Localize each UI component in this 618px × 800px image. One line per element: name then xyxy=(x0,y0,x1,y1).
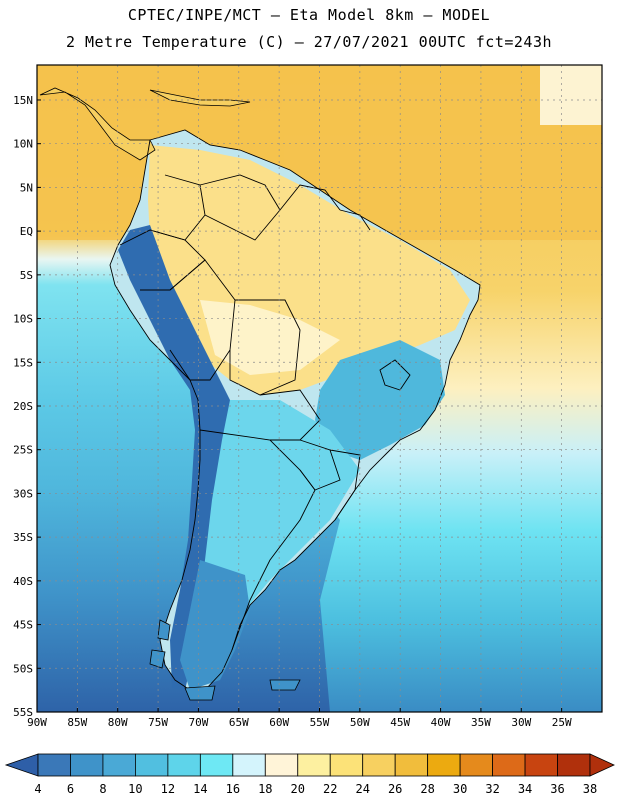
latitude-tick-label: 15S xyxy=(13,356,33,369)
graticule xyxy=(37,65,602,712)
colorbar-label: 32 xyxy=(485,782,499,796)
caribbean-islands xyxy=(149,89,251,107)
colorbar-swatch xyxy=(297,753,331,777)
latitude-tick-label: 15N xyxy=(13,94,33,107)
longitude-tick-label: 65W xyxy=(229,716,249,729)
latitude-tick-label: 55S xyxy=(13,706,33,719)
colorbar-label: 26 xyxy=(388,782,402,796)
longitude-tick-label: 25W xyxy=(552,716,572,729)
latitude-tick-label: 25S xyxy=(13,444,33,457)
latitude-tick-label: 20S xyxy=(13,400,33,413)
colorbar-label: 24 xyxy=(355,782,369,796)
colorbar-label: 20 xyxy=(291,782,305,796)
longitude-labels: 90W 85W 80W 75W 70W 65W 60W 55W 50W 45W 40W 35W 30W 2… xyxy=(27,708,572,729)
colorbar-label: 38 xyxy=(583,782,597,796)
colorbar-label: 22 xyxy=(323,782,337,796)
colorbar-swatch xyxy=(167,753,201,777)
colorbar-swatch xyxy=(232,753,266,777)
colorbar-label: 4 xyxy=(34,782,41,796)
fuegian-islands xyxy=(149,619,301,701)
colorbar-swatch xyxy=(199,753,234,777)
colorbar-label: 28 xyxy=(420,782,434,796)
longitude-tick-label: 60W xyxy=(269,716,289,729)
colorbar-label: 30 xyxy=(453,782,467,796)
latitude-tick-label: 5S xyxy=(20,269,33,282)
colorbar-swatch xyxy=(492,753,526,777)
latitude-tick-label: 45S xyxy=(13,619,33,632)
longitude-tick-label: 55W xyxy=(310,716,330,729)
latitude-tick-label: EQ xyxy=(20,225,33,238)
patagonia-cold xyxy=(180,560,250,690)
colorbar-swatch xyxy=(459,753,493,777)
colorbar-swatch xyxy=(70,753,104,777)
colorbar-label: 10 xyxy=(128,782,142,796)
colorbar-swatch xyxy=(362,753,396,777)
colorbar-swatch xyxy=(135,753,169,777)
colorbar-swatch xyxy=(264,753,299,777)
colorbar-swatch xyxy=(524,753,558,777)
longitude-tick-label: 85W xyxy=(67,716,87,729)
colorbar-label: 12 xyxy=(161,782,175,796)
latitude-tick-label: 10S xyxy=(13,313,33,326)
far-northeast-cool-patch xyxy=(540,65,602,125)
map-field xyxy=(37,65,602,712)
latitude-tick-label: 50S xyxy=(13,662,33,675)
brazil-highlands xyxy=(315,340,445,460)
latitude-tick-label: 40S xyxy=(13,575,33,588)
title-line-2: 2 Metre Temperature (C) – 27/07/2021 00U… xyxy=(65,33,553,51)
colorbar-label: 14 xyxy=(193,782,207,796)
colorbar-label: 36 xyxy=(550,782,564,796)
colorbar-label: 16 xyxy=(226,782,240,796)
colorbar-swatch xyxy=(557,753,591,777)
colorbar-swatch xyxy=(427,753,461,777)
colorbar-label: 8 xyxy=(99,782,106,796)
colorbar-low-arrow xyxy=(4,753,39,777)
latitude-labels: 15N 10N 5N EQ 5S 10S 15S 20S 25S 30S 35S 40S 45S 50S 5… xyxy=(13,94,41,719)
colorbar-label: 18 xyxy=(258,782,272,796)
colorbar-swatch xyxy=(329,753,364,777)
longitude-tick-label: 40W xyxy=(431,716,451,729)
colorbar-swatch xyxy=(37,753,71,777)
longitude-tick-label: 45W xyxy=(390,716,410,729)
title-line-1: CPTEC/INPE/MCT – Eta Model 8km – MODEL xyxy=(127,6,491,24)
latitude-tick-label: 30S xyxy=(13,487,33,500)
latitude-tick-label: 10N xyxy=(13,138,33,151)
colorbar: 4 6 8 10 12 14 16 18 20 22 24 26 28 30 32 34 36 38 xyxy=(4,753,615,796)
longitude-tick-label: 30W xyxy=(511,716,531,729)
colorbar-label: 34 xyxy=(518,782,532,796)
longitude-tick-label: 50W xyxy=(350,716,370,729)
latitude-tick-label: 5N xyxy=(20,181,33,194)
longitude-tick-label: 75W xyxy=(148,716,168,729)
longitude-tick-label: 80W xyxy=(108,716,128,729)
colorbar-label: 6 xyxy=(67,782,74,796)
colorbar-high-arrow xyxy=(589,753,615,777)
longitude-tick-label: 90W xyxy=(27,716,47,729)
colorbar-swatch xyxy=(102,753,136,777)
latitude-tick-label: 35S xyxy=(13,531,33,544)
longitude-tick-label: 70W xyxy=(188,716,208,729)
country-borders xyxy=(109,129,481,691)
colorbar-swatch xyxy=(394,753,429,777)
longitude-tick-label: 35W xyxy=(471,716,491,729)
